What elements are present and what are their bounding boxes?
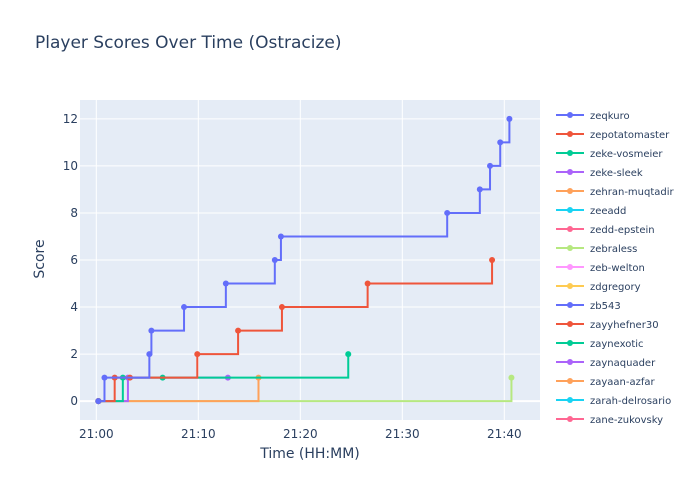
series-line xyxy=(98,377,260,403)
data-point xyxy=(278,304,285,311)
legend-item: zane-zukovsky xyxy=(556,415,663,426)
x-tick-label: 21:30 xyxy=(385,427,420,441)
legend-label: zeeadd xyxy=(590,206,626,217)
legend-label: zedd-epstein xyxy=(590,225,655,236)
x-tick-label: 21:10 xyxy=(181,427,216,441)
data-point xyxy=(181,304,188,311)
y-tick-label: 6 xyxy=(70,253,78,267)
data-point xyxy=(489,257,496,263)
legend-swatch-marker xyxy=(567,226,573,232)
legend-swatch-marker xyxy=(567,207,573,213)
legend-swatch-marker xyxy=(567,150,573,156)
legend-item: zayyhefner30 xyxy=(556,320,659,331)
legend-swatch-marker xyxy=(567,169,573,175)
legend-label: zane-zukovsky xyxy=(590,415,663,426)
legend-item: zeqkuro xyxy=(556,111,630,122)
x-tick-label: 21:00 xyxy=(79,427,114,441)
data-point xyxy=(508,374,515,381)
legend-label: zeke-vosmeier xyxy=(590,149,663,160)
series-group xyxy=(95,115,515,405)
legend-label: zarah-delrosario xyxy=(590,396,671,407)
legend-swatch-marker xyxy=(567,359,573,365)
data-point xyxy=(146,351,153,358)
data-point xyxy=(194,351,201,358)
chart-title: Player Scores Over Time (Ostracize) xyxy=(35,33,342,53)
legend-swatch-marker xyxy=(567,112,573,118)
legend-item: zayaan-azfar xyxy=(556,377,656,388)
legend-item: zepotatomaster xyxy=(556,130,670,141)
data-point xyxy=(345,351,352,358)
y-tick-label: 8 xyxy=(70,206,78,220)
legend-swatch-marker xyxy=(567,302,573,308)
legend-label: zehran-muqtadir xyxy=(590,187,675,198)
legend-swatch-marker xyxy=(567,321,573,327)
legend-label: zeke-sleek xyxy=(590,168,643,179)
legend-label: zayaan-azfar xyxy=(590,377,656,388)
legend-item: zeke-sleek xyxy=(556,168,643,179)
legend-item: zaynexotic xyxy=(556,339,644,350)
legend-swatch-marker xyxy=(567,283,573,289)
legend-label: zb543 xyxy=(590,301,621,312)
legend-swatch-marker xyxy=(567,264,573,270)
legend-item: zdgregory xyxy=(556,282,641,293)
y-tick-label: 0 xyxy=(70,394,78,408)
data-point xyxy=(148,327,155,334)
legend-item: zeke-vosmeier xyxy=(556,149,663,160)
legend-label: zdgregory xyxy=(590,282,641,293)
legend-swatch-marker xyxy=(567,378,573,384)
data-point xyxy=(95,398,102,405)
legend-swatch-marker xyxy=(567,245,573,251)
y-tick-label: 10 xyxy=(63,159,78,173)
legend: zeqkuro zepotatomaster zeke-vosmeier zeke-s… xyxy=(556,111,675,426)
y-tick-label: 12 xyxy=(63,112,78,126)
data-point xyxy=(497,139,504,146)
legend-swatch-marker xyxy=(567,131,573,137)
data-point xyxy=(364,280,371,287)
data-point xyxy=(222,280,229,287)
legend-swatch-marker xyxy=(567,340,573,346)
legend-item: zedd-epstein xyxy=(556,225,655,236)
x-tick-label: 21:20 xyxy=(283,427,318,441)
legend-item: zeb-welton xyxy=(556,263,645,274)
legend-swatch-marker xyxy=(567,416,573,422)
legend-swatch-marker xyxy=(567,188,573,194)
legend-swatch-marker xyxy=(567,397,573,403)
legend-label: zebraless xyxy=(590,244,637,255)
legend-label: zaynexotic xyxy=(590,339,644,350)
y-tick-label: 4 xyxy=(70,300,78,314)
data-point xyxy=(277,233,284,240)
data-point xyxy=(444,209,451,216)
legend-label: zepotatomaster xyxy=(590,130,670,141)
legend-label: zaynaquader xyxy=(590,358,656,369)
legend-item: zebraless xyxy=(556,244,637,255)
legend-item: zehran-muqtadir xyxy=(556,187,675,198)
y-tick-label: 2 xyxy=(70,347,78,361)
legend-label: zayyhefner30 xyxy=(590,320,659,331)
legend-label: zeqkuro xyxy=(590,111,630,122)
data-point xyxy=(235,327,242,334)
data-point xyxy=(506,115,513,122)
data-point xyxy=(271,257,278,263)
series-zeqkuro xyxy=(95,115,513,405)
legend-label: zeb-welton xyxy=(590,263,645,274)
x-tick-label: 21:40 xyxy=(487,427,522,441)
data-point xyxy=(476,186,483,193)
data-point xyxy=(487,162,494,169)
y-axis-label: Score xyxy=(32,239,48,279)
legend-item: zarah-delrosario xyxy=(556,396,671,407)
data-point xyxy=(101,374,108,381)
legend-item: zaynaquader xyxy=(556,358,656,369)
legend-item: zb543 xyxy=(556,301,621,312)
x-axis-label: Time (HH:MM) xyxy=(260,446,360,462)
legend-item: zeeadd xyxy=(556,206,626,217)
